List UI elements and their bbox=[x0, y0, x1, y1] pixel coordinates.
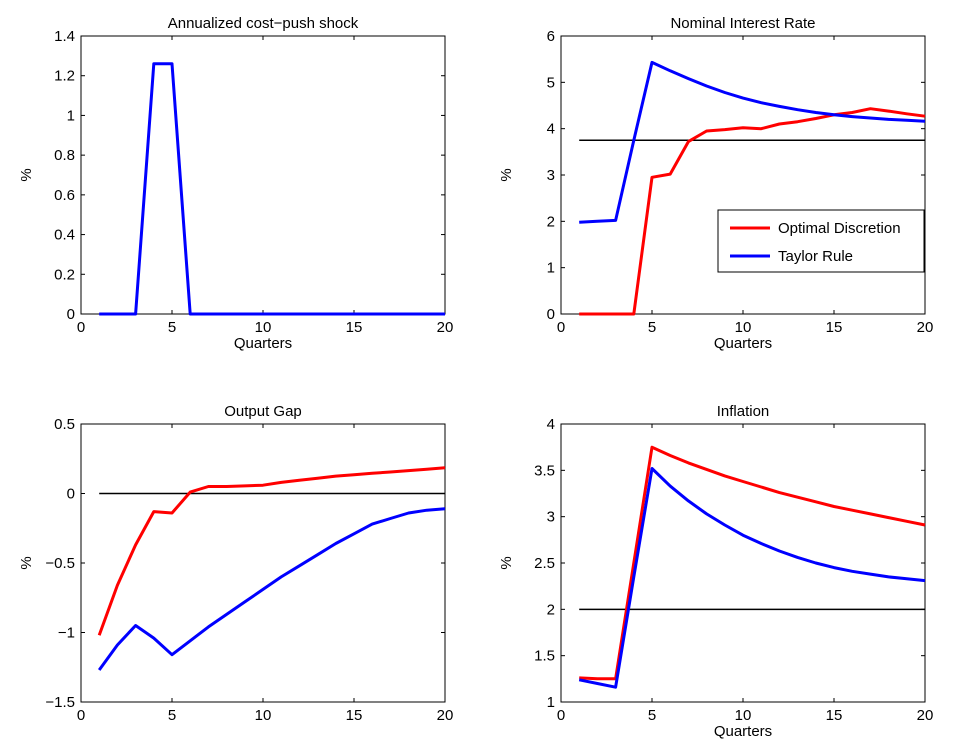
x-tick-label: 0 bbox=[77, 319, 85, 336]
panel-inflation: 0 5 10 15 20 1 1.5 2 2.5 3 3.5 4 Inflation Quarters% bbox=[498, 403, 933, 740]
y-axis-label: % bbox=[18, 168, 35, 181]
series-line-taylor-rule bbox=[578, 467, 926, 689]
y-tick-label: 0.2 bbox=[54, 266, 75, 283]
panel-output-gap: 0 5 10 15 20 −1.5 −1 −0.5 0 0.5 Output Gap% bbox=[18, 403, 453, 724]
plot-area bbox=[80, 423, 446, 703]
y-tick-label: 1.4 bbox=[54, 28, 75, 45]
panel-title: Inflation bbox=[717, 403, 770, 420]
x-tick-label: 15 bbox=[346, 707, 363, 724]
panel-title: Output Gap bbox=[224, 403, 302, 420]
series-line-optimal-discretion bbox=[97, 466, 446, 636]
series-line-shock bbox=[99, 62, 445, 316]
y-axis-label: % bbox=[18, 556, 35, 569]
panel-cost-push-shock: 0 5 10 15 20 0 0.2 0.4 0.6 0.8 1 1.2 1.4 Annualized c… bbox=[18, 15, 453, 352]
y-tick-label: 4 bbox=[547, 121, 555, 138]
series-line-optimal-discretion bbox=[579, 107, 926, 316]
series-line-taylor-rule bbox=[579, 60, 926, 224]
y-tick-label: 2 bbox=[547, 601, 555, 618]
x-tick-label: 10 bbox=[735, 319, 752, 336]
y-tick-label: −1.5 bbox=[45, 694, 75, 711]
y-tick-label: 1.2 bbox=[54, 68, 75, 85]
y-tick-label: 0 bbox=[67, 486, 75, 503]
x-axis-label: Quarters bbox=[234, 335, 292, 352]
x-axis-label: Quarters bbox=[714, 335, 772, 352]
y-tick-label: −0.5 bbox=[45, 555, 75, 572]
y-axis-label: % bbox=[498, 168, 515, 181]
plot-area bbox=[80, 35, 446, 315]
x-tick-label: 15 bbox=[346, 319, 363, 336]
y-tick-label: 3 bbox=[547, 509, 555, 526]
x-tick-label: 10 bbox=[255, 319, 272, 336]
series-line-taylor-rule bbox=[97, 507, 446, 671]
y-tick-label: 3 bbox=[547, 167, 555, 184]
y-tick-label: 2.5 bbox=[534, 555, 555, 572]
x-axis-label: Quarters bbox=[714, 723, 772, 740]
panel-title: Annualized cost−push shock bbox=[168, 15, 359, 32]
x-tick-label: 0 bbox=[557, 319, 565, 336]
y-tick-label: 0.5 bbox=[54, 416, 75, 433]
y-tick-label: 1.5 bbox=[534, 648, 555, 665]
x-tick-label: 20 bbox=[917, 319, 934, 336]
x-tick-label: 0 bbox=[77, 707, 85, 724]
x-tick-label: 20 bbox=[917, 707, 934, 724]
legend-label: Optimal Discretion bbox=[778, 220, 901, 237]
y-tick-label: 1 bbox=[547, 260, 555, 277]
legend: Optimal Discretion Taylor Rule bbox=[717, 209, 925, 273]
x-tick-label: 5 bbox=[168, 707, 176, 724]
x-tick-label: 5 bbox=[648, 319, 656, 336]
x-tick-label: 15 bbox=[826, 707, 843, 724]
y-tick-label: 1 bbox=[67, 107, 75, 124]
x-tick-label: 20 bbox=[437, 707, 454, 724]
panel-title: Nominal Interest Rate bbox=[670, 15, 815, 32]
x-tick-label: 15 bbox=[826, 319, 843, 336]
x-tick-label: 20 bbox=[437, 319, 454, 336]
legend-box bbox=[717, 209, 925, 273]
y-tick-label: 0.8 bbox=[54, 147, 75, 164]
plot-area bbox=[560, 423, 926, 703]
y-axis-label: % bbox=[498, 556, 515, 569]
x-tick-label: 5 bbox=[168, 319, 176, 336]
y-tick-label: 1 bbox=[547, 694, 555, 711]
x-tick-label: 0 bbox=[557, 707, 565, 724]
y-tick-label: 2 bbox=[547, 213, 555, 230]
y-tick-label: 0.6 bbox=[54, 187, 75, 204]
x-tick-label: 10 bbox=[255, 707, 272, 724]
x-tick-label: 10 bbox=[735, 707, 752, 724]
y-tick-label: 4 bbox=[547, 416, 555, 433]
panel-nominal-interest-rate: 0 5 10 15 20 0 1 2 3 4 5 6 Nominal Interest Rate Quar… bbox=[498, 15, 933, 352]
y-tick-label: 0 bbox=[547, 306, 555, 323]
y-tick-label: 0 bbox=[67, 306, 75, 323]
series-line-optimal-discretion bbox=[579, 445, 926, 681]
legend-label: Taylor Rule bbox=[778, 248, 853, 265]
y-tick-label: 0.4 bbox=[54, 227, 75, 244]
y-tick-label: 6 bbox=[547, 28, 555, 45]
x-tick-label: 5 bbox=[648, 707, 656, 724]
y-tick-label: 5 bbox=[547, 74, 555, 91]
y-tick-label: −1 bbox=[58, 625, 75, 642]
y-tick-label: 3.5 bbox=[534, 462, 555, 479]
